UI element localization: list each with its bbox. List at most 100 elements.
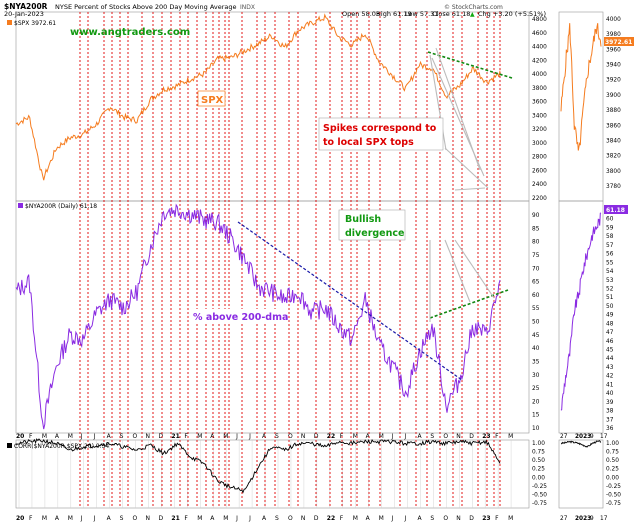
x-tick-label-top: D xyxy=(469,433,474,440)
x-tick-label-top: O xyxy=(133,433,138,440)
zoom-nya-y-tick: 43 xyxy=(606,365,614,371)
x-tick-label-bottom: M xyxy=(353,515,358,522)
spx-panel xyxy=(15,11,530,202)
corr-y-tick: -0.50 xyxy=(532,492,547,498)
x-tick-label-bottom: N xyxy=(301,515,306,522)
spx-line xyxy=(15,13,501,181)
nya-y-tick: 75 xyxy=(532,253,540,259)
x-tick-label-top: A xyxy=(107,433,112,440)
x-tick-label-top: M xyxy=(197,433,202,440)
x-tick-label-bottom: J xyxy=(80,515,83,522)
header-chg-arrow: ▲ xyxy=(470,11,475,18)
nya-blue-trendline xyxy=(237,221,463,381)
zoom-spx-panel xyxy=(558,11,604,202)
x-tick-label-bottom: M xyxy=(42,515,47,522)
callout-line xyxy=(444,147,489,189)
corr-line xyxy=(15,438,501,494)
x-tick-label-top: J xyxy=(248,433,251,440)
x-tick-label-bottom: 23 xyxy=(482,515,490,522)
x-tick-label-bottom: S xyxy=(275,515,279,522)
x-tick-label-bottom: F xyxy=(495,515,499,522)
callout-line xyxy=(454,239,495,299)
site-label: www.angtraders.com xyxy=(70,27,190,38)
zoom-spx-line xyxy=(560,23,602,151)
zoom-corr-y-tick: -0.50 xyxy=(606,492,621,498)
x-tick-label-bottom: 20 xyxy=(16,515,24,522)
header-description: NYSE Percent of Stocks Above 200 Day Mov… xyxy=(55,3,237,11)
header-symbol: $NYA200R xyxy=(4,2,48,11)
x-tick-label-top: F xyxy=(495,433,499,440)
nya-y-tick: 50 xyxy=(532,320,540,326)
x-tick-label-top: A xyxy=(417,433,422,440)
x-tick-label-bottom: A xyxy=(262,515,267,522)
x-tick-label-top: J xyxy=(80,433,83,440)
callout-line xyxy=(429,54,447,151)
nya-price-badge xyxy=(604,205,628,214)
spx-y-tick: 4800 xyxy=(532,17,547,23)
zoom-spx-y-tick: 3820 xyxy=(606,154,621,160)
x-tick-label-bottom: M xyxy=(197,515,202,522)
x-tick-label-bottom: N xyxy=(146,515,151,522)
x-tick-label-top: 22 xyxy=(327,433,335,440)
x-tick-label-bottom: S xyxy=(430,515,434,522)
nya-y-tick: 80 xyxy=(532,240,540,246)
zoom-nya-y-tick: 54 xyxy=(606,269,614,275)
x-tick-label-top: N xyxy=(456,433,461,440)
nya-y-tick: 45 xyxy=(532,333,540,339)
spx-label: SPX xyxy=(201,95,224,106)
x-tick-label-top: F xyxy=(29,433,33,440)
nya-y-tick: 10 xyxy=(532,426,540,432)
spx-green-trendline xyxy=(427,51,513,79)
zoom-spx-y-tick: 4000 xyxy=(606,17,621,23)
x-tick-label-bottom: F xyxy=(340,515,344,522)
zoom-nya-y-tick: 37 xyxy=(606,417,614,423)
zoom-nya-y-tick: 36 xyxy=(606,426,614,432)
nya-panel xyxy=(15,200,530,434)
callout-line xyxy=(454,187,486,191)
spx-y-tick: 3800 xyxy=(532,86,547,92)
zoom-corr-y-tick: -0.25 xyxy=(606,484,621,490)
x-tick-label-top: M xyxy=(223,433,228,440)
header-low: Low 57.31 xyxy=(405,10,438,18)
zoom-x-tick-bottom: 9 xyxy=(590,516,594,522)
x-tick-label-top: M xyxy=(42,433,47,440)
zoom-spx-y-tick: 3800 xyxy=(606,169,621,175)
corr-y-tick: 0.75 xyxy=(532,450,545,456)
x-tick-label-bottom: S xyxy=(120,515,124,522)
nya-y-tick: 60 xyxy=(532,293,540,299)
zoom-nya-y-tick: 41 xyxy=(606,382,614,388)
header-open: Open 58.03 xyxy=(342,10,380,18)
zoom-corr-y-tick: 1.00 xyxy=(606,441,619,447)
spx-y-tick: 3400 xyxy=(532,113,547,119)
zoom-nya-y-tick: 50 xyxy=(606,304,614,310)
zoom-nya-y-tick: 60 xyxy=(606,217,614,223)
x-tick-label-top: A xyxy=(55,433,60,440)
spx-price-badge-text: 3972.61 xyxy=(605,39,632,46)
spx-y-tick: 4000 xyxy=(532,72,547,78)
x-tick-label-bottom: A xyxy=(55,515,60,522)
zoom-nya-y-tick: 58 xyxy=(606,234,614,240)
spx-y-tick: 2800 xyxy=(532,155,547,161)
spx-y-tick: 3000 xyxy=(532,141,547,147)
header-exchange: INDX xyxy=(240,4,255,11)
zoom-corr-y-tick: 0.00 xyxy=(606,475,619,481)
bullish-label-line2: divergence xyxy=(345,228,404,239)
zoom-spx-y-tick: 3840 xyxy=(606,138,621,144)
corr-panel xyxy=(15,439,530,509)
header-date: 20-Jan-2023 xyxy=(4,10,44,18)
spx-legend-text: $SPX 3972.61 xyxy=(14,20,56,27)
x-tick-label-top: J xyxy=(404,433,407,440)
corr-y-tick: 0.00 xyxy=(532,475,545,481)
header-watermark: © StockCharts.com xyxy=(444,4,503,11)
x-tick-label-top: M xyxy=(379,433,384,440)
spikes-label-line2: to local SPX tops xyxy=(323,137,414,148)
zoom-nya-y-tick: 40 xyxy=(606,391,614,397)
x-tick-label-bottom: D xyxy=(469,515,474,522)
x-tick-label-bottom: M xyxy=(68,515,73,522)
zoom-spx-y-tick: 3980 xyxy=(606,32,621,38)
corr-legend-text: CORR($NYA200R,$SPX,20) 0.34 xyxy=(14,443,109,450)
nya-y-tick: 90 xyxy=(532,213,540,219)
zoom-nya-y-tick: 42 xyxy=(606,374,614,380)
nya-green-trendline xyxy=(429,289,509,319)
nya-y-tick: 40 xyxy=(532,346,540,352)
